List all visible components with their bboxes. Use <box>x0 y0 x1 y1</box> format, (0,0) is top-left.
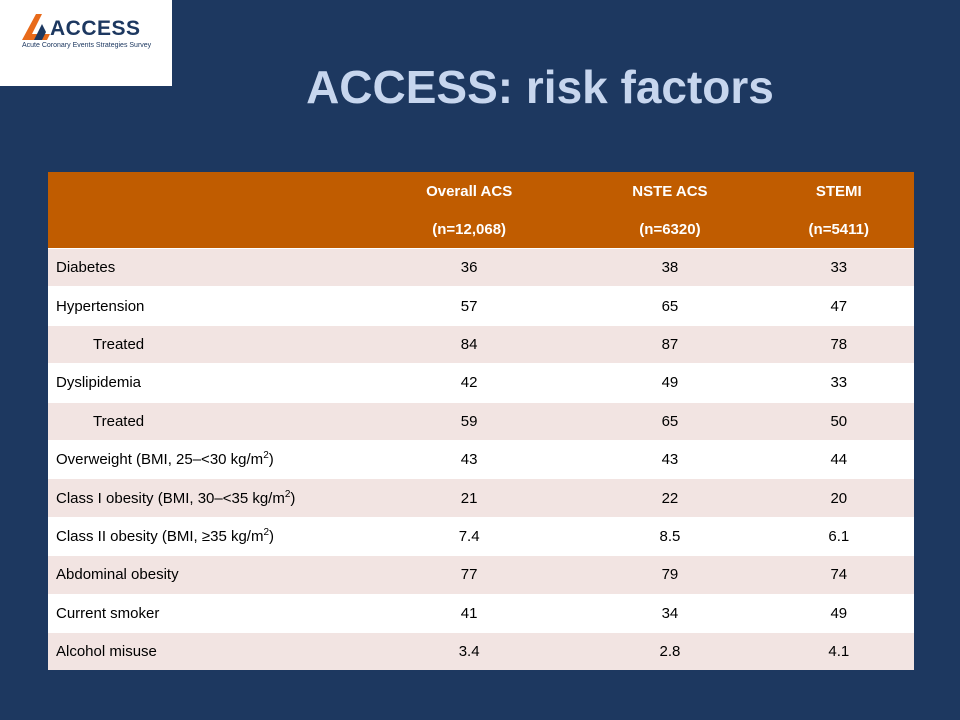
column-header-name: Overall ACS <box>362 172 577 210</box>
risk-factors-table: Overall ACS NSTE ACS STEMI (n=12,068) (n… <box>48 172 914 671</box>
superscript: 2 <box>263 450 269 462</box>
table-row: Treated 84 87 78 <box>48 324 914 364</box>
column-header-name: STEMI <box>763 172 914 210</box>
table-row: Abdominal obesity 77 79 74 <box>48 555 914 595</box>
table-row: Alcohol misuse 3.4 2.8 4.1 <box>48 631 914 671</box>
cell-value: 49 <box>576 363 764 403</box>
row-label-text: Class I obesity (BMI, 30–<35 kg/m <box>56 489 285 507</box>
cell-value: 43 <box>576 439 764 479</box>
header-empty-cell <box>48 172 362 210</box>
cell-value: 50 <box>763 401 914 441</box>
header-row-counts: (n=12,068) (n=6320) (n=5411) <box>48 210 914 249</box>
cell-value: 74 <box>763 555 914 595</box>
row-label-text: Class II obesity (BMI, ≥35 kg/m <box>56 527 264 545</box>
row-label: Class II obesity (BMI, ≥35 kg/m2) <box>48 516 362 556</box>
header-empty-cell <box>48 210 362 249</box>
cell-value: 59 <box>362 401 577 441</box>
column-header-n: (n=12,068) <box>362 210 577 249</box>
row-label: Dyslipidemia <box>48 363 362 403</box>
cell-value: 22 <box>576 478 764 518</box>
row-label-text: Overweight (BMI, 25–<30 kg/m <box>56 451 264 469</box>
cell-value: 78 <box>763 324 914 364</box>
superscript: 2 <box>263 526 270 538</box>
cell-value: 34 <box>576 593 764 633</box>
cell-value: 87 <box>576 324 764 364</box>
logo-wordmark: ACCESS <box>50 17 141 40</box>
cell-value: 20 <box>763 478 914 518</box>
access-logo: ACCESS Acute Coronary Events Strategies … <box>0 0 172 86</box>
row-label: Abdominal obesity <box>48 555 362 595</box>
cell-value: 7.4 <box>362 516 577 556</box>
header-row-names: Overall ACS NSTE ACS STEMI <box>48 172 914 210</box>
table-row: Class I obesity (BMI, 30–<35 kg/m2) 21 2… <box>48 478 914 518</box>
cell-value: 6.1 <box>763 516 914 556</box>
cell-value: 8.5 <box>576 516 764 556</box>
cell-value: 38 <box>576 247 764 287</box>
cell-value: 41 <box>362 593 577 633</box>
superscript: 2 <box>284 488 291 500</box>
table-row: Class II obesity (BMI, ≥35 kg/m2) 7.4 8.… <box>48 516 914 556</box>
row-label: Hypertension <box>48 286 362 326</box>
row-label: Class I obesity (BMI, 30–<35 kg/m2) <box>48 478 362 518</box>
row-label: Treated <box>48 401 362 441</box>
cell-value: 3.4 <box>362 631 577 671</box>
cell-value: 33 <box>763 247 914 287</box>
logo-subtitle: Acute Coronary Events Strategies Survey <box>22 42 152 49</box>
cell-value: 79 <box>576 555 764 595</box>
cell-value: 57 <box>362 286 577 326</box>
row-label: Alcohol misuse <box>48 631 362 671</box>
table-row: Diabetes 36 38 33 <box>48 247 914 287</box>
column-header-n: (n=5411) <box>763 210 914 249</box>
table-row: Treated 59 65 50 <box>48 401 914 441</box>
column-header-name: NSTE ACS <box>576 172 764 210</box>
cell-value: 44 <box>763 439 914 479</box>
cell-value: 43 <box>362 439 577 479</box>
row-label-suffix: ) <box>268 451 274 469</box>
row-label-suffix: ) <box>269 527 275 545</box>
cell-value: 2.8 <box>576 631 764 671</box>
row-label: Treated <box>48 324 362 364</box>
cell-value: 36 <box>362 247 577 287</box>
cell-value: 4.1 <box>763 631 914 671</box>
row-label-suffix: ) <box>290 489 296 507</box>
table-row: Dyslipidemia 42 49 33 <box>48 363 914 403</box>
column-header-n: (n=6320) <box>576 210 764 249</box>
cell-value: 42 <box>362 363 577 403</box>
cell-value: 77 <box>362 555 577 595</box>
slide-title: ACCESS: risk factors <box>306 61 774 113</box>
cell-value: 47 <box>763 286 914 326</box>
table-row: Hypertension 57 65 47 <box>48 286 914 326</box>
cell-value: 84 <box>362 324 577 364</box>
table-row: Overweight (BMI, 25–<30 kg/m2) 43 43 44 <box>48 439 914 479</box>
cell-value: 65 <box>576 286 764 326</box>
cell-value: 49 <box>763 593 914 633</box>
cell-value: 65 <box>576 401 764 441</box>
cell-value: 21 <box>362 478 577 518</box>
row-label: Overweight (BMI, 25–<30 kg/m2) <box>48 439 362 479</box>
row-label: Diabetes <box>48 247 362 287</box>
table-row: Current smoker 41 34 49 <box>48 593 914 633</box>
cell-value: 33 <box>763 363 914 403</box>
row-label: Current smoker <box>48 593 362 633</box>
access-logo-icon <box>22 14 50 40</box>
